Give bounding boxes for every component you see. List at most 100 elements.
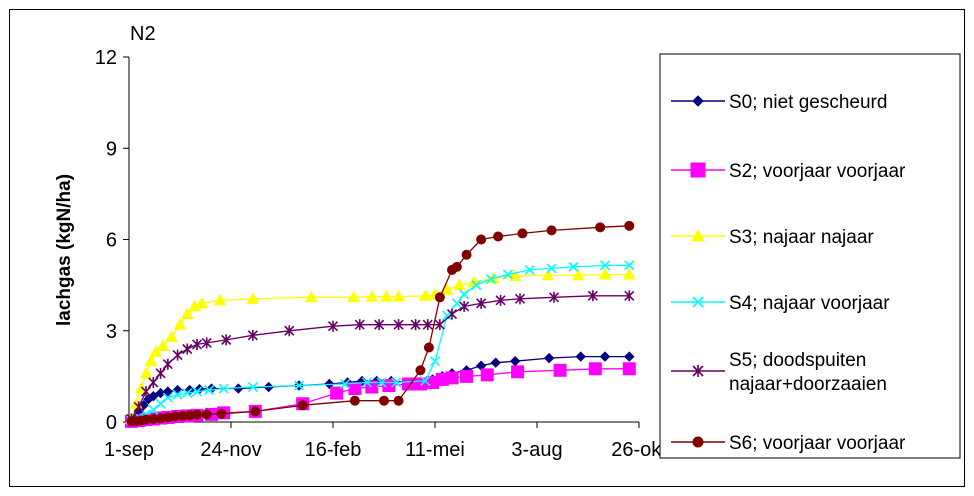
data-point	[173, 318, 187, 330]
x-tick-label: 24-nov	[200, 439, 261, 461]
data-point	[490, 357, 501, 368]
x-tick-label: 11-mei	[405, 439, 465, 461]
legend-item: S2; voorjaar voorjaar	[671, 161, 906, 182]
data-point	[204, 384, 215, 396]
legend-swatch-marker	[691, 228, 705, 242]
data-point	[514, 293, 526, 305]
data-point	[517, 228, 528, 239]
data-point	[495, 294, 506, 306]
data-point	[216, 408, 227, 419]
data-point	[392, 290, 405, 302]
data-point	[415, 365, 426, 376]
data-point	[440, 283, 454, 295]
y-tick-label: 9	[106, 138, 117, 160]
data-point	[410, 319, 421, 331]
data-point	[148, 376, 159, 388]
data-point	[376, 377, 387, 388]
x-tick-label: 3-aug	[511, 439, 562, 461]
data-point	[293, 380, 305, 391]
data-point	[182, 343, 193, 355]
data-point	[493, 231, 504, 242]
data-point	[393, 395, 404, 406]
data-point	[354, 319, 365, 331]
y-tick-label: 12	[95, 47, 117, 69]
series-3	[126, 260, 635, 426]
data-point	[393, 319, 404, 331]
data-point	[624, 220, 635, 231]
data-point	[133, 401, 144, 413]
y-tick-label: 3	[106, 321, 117, 343]
data-point	[148, 390, 159, 402]
data-point	[461, 249, 472, 260]
data-point	[365, 290, 379, 302]
chart-svg: 0 3 6 9 12 1-sep 24-nov 16-feb 11-mei 3-aug 26-okt…	[54, 23, 961, 461]
data-point	[587, 290, 598, 302]
data-point	[568, 261, 579, 272]
data-point	[155, 367, 166, 379]
data-point	[446, 308, 458, 320]
data-point	[485, 273, 496, 285]
data-point	[451, 261, 462, 272]
data-point	[361, 377, 373, 388]
data-point	[480, 368, 494, 382]
data-point	[434, 292, 445, 303]
legend-swatch-marker	[690, 162, 706, 178]
data-point	[476, 297, 487, 309]
data-point	[422, 319, 433, 331]
legend-item: S0; niet gescheurd	[671, 92, 887, 113]
data-point	[418, 289, 432, 301]
data-point	[476, 234, 487, 245]
data-point	[543, 352, 555, 364]
data-point	[221, 334, 232, 346]
y-axis-label: lachgas (kgN/ha)	[54, 174, 75, 326]
data-point	[218, 383, 229, 394]
legend: S0; niet gescheurd S2; voorjaar voorjaar S…	[671, 92, 906, 454]
data-point	[162, 358, 173, 370]
chart-frame: 0 3 6 9 12 1-sep 24-nov 16-feb 11-mei 3-aug 26-okt…	[9, 9, 965, 487]
data-point	[347, 290, 360, 303]
data-point	[349, 395, 360, 406]
data-point	[139, 366, 153, 379]
legend-label: S6; voorjaar voorjaar	[729, 433, 906, 454]
x-tick-label: 1-sep	[104, 439, 154, 461]
data-point	[172, 349, 183, 361]
data-point	[511, 365, 525, 379]
legend-item: S5; doodspuiten najaar+doorzaaien	[671, 350, 887, 395]
series-5	[126, 220, 635, 427]
chart-title: N2	[130, 23, 156, 45]
data-point	[180, 307, 194, 320]
data-point	[247, 329, 258, 341]
data-point	[420, 375, 431, 387]
data-point	[624, 290, 635, 302]
data-point	[622, 362, 636, 376]
data-point	[250, 406, 261, 417]
data-point	[340, 378, 351, 390]
data-point	[148, 404, 159, 415]
data-point	[172, 384, 183, 396]
data-point	[452, 278, 466, 291]
data-point	[471, 280, 482, 291]
x-tick-label: 16-feb	[305, 439, 362, 461]
legend-label: S0; niet gescheurd	[729, 92, 887, 113]
data-point	[297, 400, 308, 411]
data-point	[192, 409, 202, 420]
data-point	[379, 395, 389, 406]
axes: 0 3 6 9 12 1-sep 24-nov 16-feb 11-mei 3-aug 26-okt	[95, 47, 667, 461]
data-point	[165, 330, 178, 342]
data-point	[247, 381, 258, 393]
data-point	[524, 264, 535, 275]
data-point	[459, 289, 470, 300]
data-point	[575, 351, 586, 362]
data-point	[380, 290, 393, 302]
data-point	[434, 319, 445, 331]
data-point	[445, 371, 459, 385]
legend-item: S3; najaar najaar	[671, 227, 874, 248]
data-point	[624, 260, 635, 271]
data-point	[624, 351, 635, 362]
legend-item: S6; voorjaar voorjaar	[671, 433, 906, 454]
data-point	[502, 269, 513, 280]
data-point	[348, 382, 362, 396]
data-point	[284, 325, 295, 337]
data-point	[149, 345, 163, 358]
data-point	[459, 300, 470, 312]
